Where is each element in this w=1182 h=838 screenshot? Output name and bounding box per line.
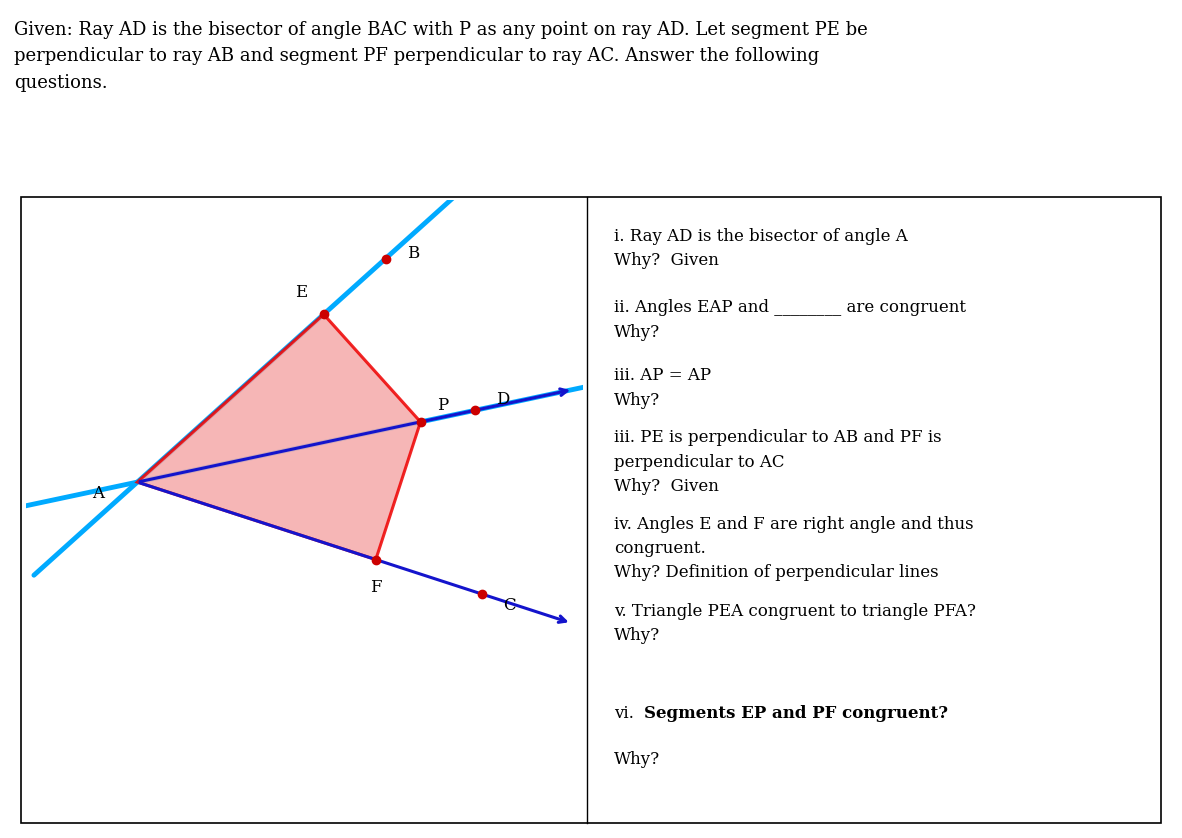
Text: Segments EP and PF congruent?: Segments EP and PF congruent? (644, 705, 948, 722)
Text: D: D (496, 391, 509, 408)
Text: Given: Ray AD is the bisector of angle BAC with P as any point on ray AD. Let se: Given: Ray AD is the bisector of angle B… (14, 21, 868, 91)
Text: C: C (504, 597, 515, 613)
Text: P: P (437, 396, 448, 414)
Text: B: B (408, 245, 420, 261)
Text: i. Ray AD is the bisector of angle A
Why?  Given: i. Ray AD is the bisector of angle A Why… (613, 228, 908, 269)
Text: A: A (92, 484, 104, 502)
Text: ii. Angles EAP and ________ are congruent
Why?: ii. Angles EAP and ________ are congruen… (613, 299, 966, 340)
Text: iii. PE is perpendicular to AB and PF is
perpendicular to AC
Why?  Given: iii. PE is perpendicular to AB and PF is… (613, 429, 941, 494)
Text: iii. AP = AP
Why?: iii. AP = AP Why? (613, 368, 710, 409)
Polygon shape (137, 314, 421, 560)
Text: iv. Angles E and F are right angle and thus
congruent.
Why? Definition of perpen: iv. Angles E and F are right angle and t… (613, 516, 973, 582)
Text: F: F (370, 579, 382, 596)
Text: vi.: vi. (613, 705, 638, 722)
Text: v. Triangle PEA congruent to triangle PFA?
Why?: v. Triangle PEA congruent to triangle PF… (613, 603, 975, 644)
Text: E: E (296, 283, 307, 301)
Text: Why?: Why? (613, 752, 660, 768)
